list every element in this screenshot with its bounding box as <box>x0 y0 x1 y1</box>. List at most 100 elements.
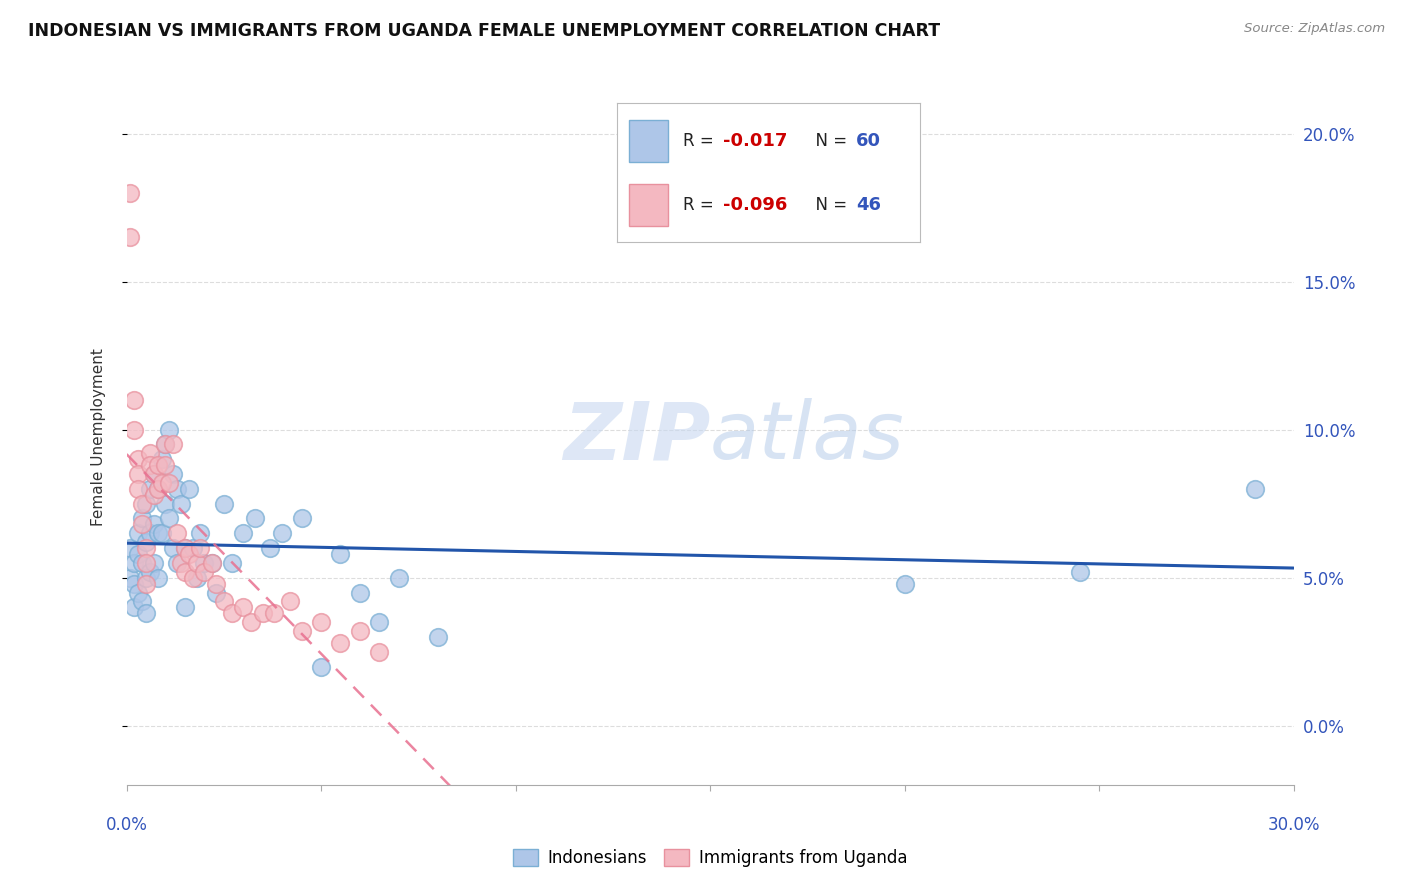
Point <box>139 526 162 541</box>
Point <box>174 565 197 579</box>
Point <box>127 467 149 481</box>
Point <box>212 594 235 608</box>
Point <box>131 511 153 525</box>
Text: 30.0%: 30.0% <box>1267 815 1320 833</box>
Point <box>155 437 177 451</box>
Text: ZIP: ZIP <box>562 398 710 476</box>
Point <box>131 497 153 511</box>
Point <box>368 645 391 659</box>
Point <box>329 636 352 650</box>
Point <box>157 511 180 525</box>
Point <box>329 547 352 561</box>
Point <box>166 556 188 570</box>
Point <box>155 437 177 451</box>
Point <box>205 585 228 599</box>
Point <box>127 547 149 561</box>
Point <box>127 585 149 599</box>
Text: atlas: atlas <box>710 398 905 476</box>
Point <box>271 526 294 541</box>
Point <box>181 571 204 585</box>
Point <box>190 526 212 541</box>
Point <box>1069 565 1091 579</box>
Point <box>135 556 157 570</box>
Point <box>157 475 180 490</box>
Point <box>181 541 204 555</box>
Point <box>142 488 165 502</box>
Point <box>150 526 173 541</box>
Point <box>135 541 157 555</box>
Point <box>166 526 188 541</box>
Point <box>174 541 197 555</box>
Point <box>349 585 371 599</box>
Point <box>162 437 184 451</box>
Point <box>139 458 162 473</box>
Point <box>120 571 142 585</box>
Point <box>259 541 281 555</box>
Point <box>290 511 312 525</box>
Point <box>221 556 243 570</box>
Point <box>142 517 165 532</box>
Point <box>177 547 200 561</box>
Point <box>240 615 263 629</box>
Point <box>124 423 146 437</box>
Point <box>243 511 266 525</box>
Text: 0.0%: 0.0% <box>105 815 148 833</box>
Text: INDONESIAN VS IMMIGRANTS FROM UGANDA FEMALE UNEMPLOYMENT CORRELATION CHART: INDONESIAN VS IMMIGRANTS FROM UGANDA FEM… <box>28 22 941 40</box>
Point <box>170 556 193 570</box>
Point <box>186 556 208 570</box>
Point <box>146 482 169 496</box>
Point <box>135 576 157 591</box>
Point <box>131 517 153 532</box>
Point <box>232 526 254 541</box>
Point <box>205 576 228 591</box>
Point <box>426 630 449 644</box>
Text: Source: ZipAtlas.com: Source: ZipAtlas.com <box>1244 22 1385 36</box>
Point <box>150 452 173 467</box>
Point <box>124 600 146 615</box>
Point <box>1243 482 1265 496</box>
Point <box>290 624 312 638</box>
Point <box>162 467 184 481</box>
Point <box>124 393 146 408</box>
Point <box>201 556 224 570</box>
Point <box>174 541 197 555</box>
Point <box>135 535 157 549</box>
Point <box>142 467 165 481</box>
Point <box>127 482 149 496</box>
Point <box>177 482 200 496</box>
Point <box>893 576 915 591</box>
Point <box>131 556 153 570</box>
Point <box>135 606 157 620</box>
Point <box>124 556 146 570</box>
Point <box>135 497 157 511</box>
Point <box>309 615 332 629</box>
Point <box>120 230 142 244</box>
Point <box>146 458 169 473</box>
Y-axis label: Female Unemployment: Female Unemployment <box>91 348 105 526</box>
Point <box>162 541 184 555</box>
Point <box>212 497 235 511</box>
Point <box>155 458 177 473</box>
Point <box>139 446 162 460</box>
Point <box>201 556 224 570</box>
Point <box>142 556 165 570</box>
Point <box>193 565 215 579</box>
Point <box>131 594 153 608</box>
Point <box>127 452 149 467</box>
Point <box>193 556 215 570</box>
Point <box>349 624 371 638</box>
Point <box>190 541 212 555</box>
Point <box>155 497 177 511</box>
Point <box>309 659 332 673</box>
Point <box>127 526 149 541</box>
Point <box>150 475 173 490</box>
Point <box>120 541 142 555</box>
Point <box>252 606 274 620</box>
Point <box>170 497 193 511</box>
Point <box>368 615 391 629</box>
Point <box>120 186 142 200</box>
Point <box>157 423 180 437</box>
Point <box>174 600 197 615</box>
Point <box>232 600 254 615</box>
Point <box>166 482 188 496</box>
